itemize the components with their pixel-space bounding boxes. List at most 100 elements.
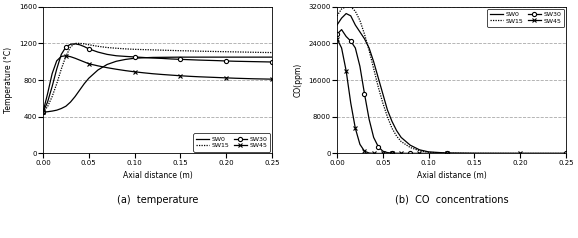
SW0 xyxy=(416,148,423,151)
SW0 xyxy=(81,82,88,85)
SW15 xyxy=(53,82,60,85)
SW30 xyxy=(53,68,60,70)
SW15 xyxy=(177,49,184,52)
SW15 xyxy=(67,46,74,49)
SW0 xyxy=(94,69,101,71)
SW45 xyxy=(517,152,524,155)
SW45 xyxy=(398,152,405,155)
SW45 xyxy=(416,152,423,155)
SW15 xyxy=(122,47,129,50)
SW30 xyxy=(86,47,92,50)
SW45 xyxy=(76,59,83,61)
SW15 xyxy=(81,42,88,45)
SW30 xyxy=(72,42,79,45)
SW45 xyxy=(443,152,450,155)
SW30 xyxy=(241,60,248,63)
SW15 xyxy=(407,146,414,149)
SW15 xyxy=(375,85,381,88)
SW15 xyxy=(214,50,221,53)
SW30 xyxy=(357,65,364,68)
SW15 xyxy=(334,15,340,17)
SW0 xyxy=(375,76,381,79)
SW45 xyxy=(384,152,391,155)
SW0 xyxy=(223,56,229,59)
SW0 xyxy=(49,110,55,113)
SW0 xyxy=(334,24,340,26)
SW15 xyxy=(168,49,175,52)
SW15 xyxy=(338,8,345,10)
SW0 xyxy=(388,120,395,123)
SW15 xyxy=(62,55,69,58)
Text: (a)  temperature: (a) temperature xyxy=(117,195,198,205)
SW0 xyxy=(168,56,175,59)
Y-axis label: Temperature (°C): Temperature (°C) xyxy=(4,47,13,113)
Line: SW0: SW0 xyxy=(43,57,272,112)
SW30 xyxy=(223,60,229,62)
SW15 xyxy=(223,50,229,53)
SW30 xyxy=(205,59,212,62)
SW30 xyxy=(177,58,184,61)
SW30 xyxy=(393,152,400,155)
SW15 xyxy=(562,152,569,155)
SW30 xyxy=(214,59,221,62)
SW15 xyxy=(343,5,350,8)
SW0 xyxy=(39,111,46,114)
SW15 xyxy=(398,140,405,143)
SW30 xyxy=(168,58,175,60)
SW30 xyxy=(67,43,74,46)
SW0 xyxy=(76,89,83,92)
SW45 xyxy=(186,75,193,78)
SW45 xyxy=(407,152,414,155)
SW45 xyxy=(379,152,386,155)
SW30 xyxy=(140,56,147,59)
SW0 xyxy=(370,60,377,63)
SW15 xyxy=(140,48,147,51)
SW45 xyxy=(150,72,157,75)
SW45 xyxy=(86,62,92,65)
SW0 xyxy=(86,77,92,80)
SW15 xyxy=(379,102,386,104)
SW0 xyxy=(67,101,74,104)
SW0 xyxy=(471,152,478,155)
SW45 xyxy=(338,47,345,50)
SW45 xyxy=(67,55,74,58)
Line: SW45: SW45 xyxy=(40,53,275,115)
SW0 xyxy=(443,152,450,154)
SW45 xyxy=(388,152,395,155)
Line: SW45: SW45 xyxy=(335,36,569,156)
SW45 xyxy=(343,69,350,72)
SW0 xyxy=(44,110,51,113)
SW0 xyxy=(58,107,65,110)
SW45 xyxy=(347,102,354,104)
SW15 xyxy=(76,42,83,45)
SW15 xyxy=(425,151,432,154)
SW0 xyxy=(562,152,569,155)
Line: SW15: SW15 xyxy=(43,43,272,112)
SW0 xyxy=(425,150,432,153)
SW15 xyxy=(131,48,138,51)
SW15 xyxy=(366,49,373,52)
SW30 xyxy=(58,53,65,56)
SW0 xyxy=(398,136,405,139)
SW0 xyxy=(357,30,364,33)
SW30 xyxy=(388,152,395,154)
SW30 xyxy=(122,55,129,58)
SW15 xyxy=(232,50,239,53)
SW45 xyxy=(357,143,364,146)
SW0 xyxy=(241,56,248,59)
SW30 xyxy=(334,33,340,36)
SW45 xyxy=(241,77,248,80)
SW45 xyxy=(44,92,51,95)
SW45 xyxy=(168,74,175,77)
SW0 xyxy=(366,47,373,50)
SW30 xyxy=(375,145,381,148)
SW30 xyxy=(471,152,478,155)
SW45 xyxy=(62,54,69,57)
SW15 xyxy=(150,49,157,51)
SW0 xyxy=(269,56,276,59)
SW15 xyxy=(269,51,276,54)
SW15 xyxy=(241,51,248,54)
SW15 xyxy=(113,47,120,50)
SW0 xyxy=(177,56,184,59)
SW45 xyxy=(260,78,266,80)
